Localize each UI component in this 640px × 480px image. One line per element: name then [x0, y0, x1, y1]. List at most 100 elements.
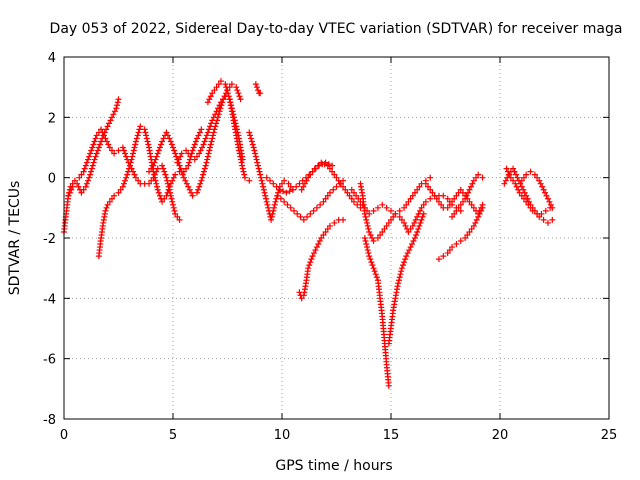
- data-point: [206, 147, 213, 154]
- data-point: [99, 135, 106, 142]
- data-point: [81, 165, 88, 172]
- data-point: [396, 213, 403, 220]
- data-point: [542, 207, 549, 214]
- data-point: [507, 174, 514, 181]
- data-point: [90, 159, 97, 166]
- data-point: [210, 114, 217, 121]
- data-point: [172, 210, 179, 217]
- data-point: [167, 138, 174, 145]
- data-point: [283, 189, 290, 196]
- data-point: [189, 192, 196, 199]
- data-point: [170, 204, 177, 211]
- data-point: [463, 192, 470, 199]
- data-point: [307, 210, 314, 217]
- data-point: [366, 253, 373, 260]
- data-point: [185, 150, 192, 157]
- data-point: [310, 250, 317, 257]
- data-point: [191, 141, 198, 148]
- data-point: [143, 132, 150, 139]
- data-point: [306, 262, 313, 269]
- data-point: [129, 153, 136, 160]
- data-point: [205, 150, 212, 157]
- data-point: [98, 126, 105, 133]
- data-point: [364, 222, 371, 229]
- data-point: [326, 189, 333, 196]
- data-point: [80, 186, 87, 193]
- data-point: [366, 228, 373, 235]
- data-point: [261, 189, 268, 196]
- data-point: [370, 238, 377, 245]
- data-point: [183, 180, 190, 187]
- data-point: [405, 228, 412, 235]
- data-point: [414, 213, 421, 220]
- data-point: [455, 204, 462, 211]
- data-point: [127, 159, 134, 166]
- data-point: [172, 171, 179, 178]
- y-tick-label: 0: [48, 172, 56, 187]
- data-point: [367, 256, 374, 263]
- data-point: [177, 165, 184, 172]
- data-point: [159, 138, 166, 145]
- data-point: [409, 222, 416, 229]
- data-point: [132, 174, 139, 181]
- data-point: [370, 207, 377, 214]
- data-point: [515, 186, 522, 193]
- data-point: [208, 120, 215, 127]
- data-point: [199, 144, 206, 151]
- data-point: [322, 195, 329, 202]
- data-point: [388, 216, 394, 223]
- data-point: [427, 174, 434, 181]
- data-point: [451, 195, 458, 202]
- data-point: [84, 156, 91, 163]
- data-point: [188, 189, 195, 196]
- data-point: [224, 90, 231, 97]
- data-point: [207, 141, 214, 148]
- data-point: [86, 174, 93, 181]
- data-point: [209, 135, 216, 142]
- data-point: [78, 171, 85, 178]
- data-point: [438, 201, 445, 208]
- data-point: [185, 162, 192, 169]
- data-point: [212, 111, 219, 118]
- data-point: [370, 265, 377, 272]
- data-point: [518, 177, 525, 184]
- data-point: [217, 99, 224, 106]
- data-point: [422, 198, 429, 205]
- data-point: [222, 81, 229, 88]
- data-point: [204, 156, 211, 163]
- data-point: [346, 192, 353, 199]
- data-point: [394, 283, 401, 290]
- data-point: [473, 216, 480, 223]
- data-point: [108, 147, 115, 154]
- data-point: [71, 177, 78, 184]
- data-point: [449, 198, 456, 205]
- data-point: [152, 177, 159, 184]
- data-point: [313, 244, 320, 251]
- data-point: [153, 180, 160, 187]
- data-point: [403, 253, 410, 260]
- data-point: [269, 210, 276, 217]
- data-point: [103, 138, 110, 145]
- data-point: [239, 165, 246, 172]
- data-point: [411, 219, 418, 226]
- y-tick-label: -4: [43, 292, 56, 307]
- data-point: [409, 192, 416, 199]
- data-point: [237, 96, 244, 103]
- data-point: [459, 198, 466, 205]
- data-point: [151, 159, 158, 166]
- data-point: [251, 147, 258, 154]
- x-tick-label: 20: [492, 428, 509, 443]
- series-track-g: [252, 81, 264, 97]
- data-point: [331, 219, 338, 226]
- data-point: [161, 195, 168, 202]
- plot-frame: [63, 56, 610, 420]
- data-point: [114, 102, 121, 109]
- data-point: [131, 171, 138, 178]
- data-point: [536, 177, 543, 184]
- data-point: [353, 192, 360, 199]
- data-point: [255, 162, 262, 169]
- data-point: [88, 165, 95, 172]
- data-point: [241, 171, 248, 178]
- data-point: [192, 138, 199, 145]
- data-point: [479, 204, 486, 211]
